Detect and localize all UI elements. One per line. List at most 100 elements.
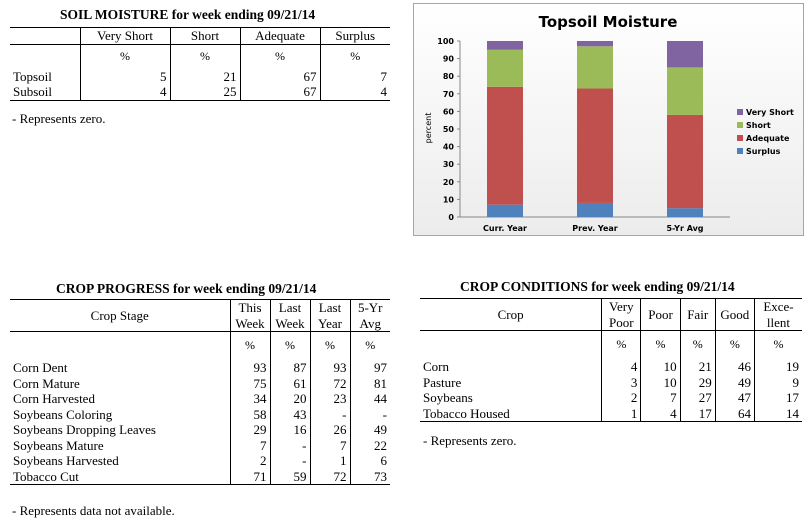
- y-tick-label: 20: [443, 178, 455, 187]
- y-tick-label: 0: [448, 213, 454, 222]
- col-header-this-week: This: [229, 299, 270, 316]
- legend-label: Surplus: [746, 147, 781, 156]
- value-cell: 29: [229, 422, 270, 438]
- crop-conditions-note: - Represents zero.: [423, 433, 517, 448]
- value-cell: 75: [229, 375, 270, 391]
- bar-very-short: [667, 41, 703, 68]
- value-cell: 97: [349, 360, 390, 376]
- value-cell: 23: [309, 391, 350, 407]
- value-cell: 6: [349, 453, 390, 469]
- y-tick-label: 10: [443, 195, 455, 204]
- bar-short: [577, 46, 613, 89]
- legend-label: Adequate: [746, 134, 790, 143]
- value-cell: 71: [229, 468, 270, 485]
- value-cell: 3: [601, 374, 641, 390]
- value-cell: 22: [349, 437, 390, 453]
- col-header-5yr-avg: 5-Yr: [349, 299, 390, 316]
- col-header-very-poor: Very: [601, 298, 641, 315]
- y-tick-label: 50: [443, 125, 455, 134]
- value-cell: 14: [753, 405, 802, 422]
- row-label: Tobacco Housed: [423, 405, 510, 421]
- bar-surplus: [577, 202, 613, 217]
- value-cell: 64: [714, 405, 755, 422]
- table-row: Soybeans 2 7 27 47 17: [420, 390, 802, 406]
- crop-progress-title: CROP PROGRESS for week ending 09/21/14: [56, 281, 317, 296]
- col-header-this-week-line2: Week: [229, 315, 270, 332]
- table-row: Pasture 3 10 29 49 9: [420, 374, 802, 390]
- topsoil-moisture-chart: Topsoil Moisture percent 0 10 20 30 40 50 60 70…: [413, 3, 804, 236]
- unit-cell: %: [753, 330, 802, 359]
- value-cell: 1: [601, 405, 641, 422]
- bar-adequate: [487, 86, 523, 205]
- table-row: Topsoil 5 21 67 7: [10, 68, 390, 84]
- value-cell: 29: [679, 374, 716, 390]
- y-tick-label: 80: [443, 72, 455, 81]
- row-label: Tobacco Cut: [13, 468, 79, 484]
- unit-cell: %: [601, 330, 641, 359]
- value-cell: 21: [679, 359, 716, 375]
- value-cell: 25: [169, 84, 240, 100]
- row-label: Subsoil: [13, 84, 53, 99]
- value-cell: 87: [269, 360, 310, 376]
- value-cell: 1: [309, 453, 350, 469]
- bar-short: [667, 67, 703, 115]
- row-label: Pasture: [423, 374, 462, 390]
- crop-conditions-table: Crop Very Poor Fair Good Exce- Poor llen…: [420, 298, 802, 422]
- col-header-fair: Fair: [679, 298, 716, 331]
- row-label: Corn Dent: [13, 360, 68, 375]
- y-tick-label: 40: [443, 143, 455, 152]
- value-cell: 7: [309, 437, 350, 453]
- legend-label: Short: [746, 121, 771, 130]
- row-label: Soybeans Harvested: [13, 453, 119, 468]
- crop-conditions-title: CROP CONDITIONS for week ending 09/21/14: [460, 279, 735, 294]
- legend: Very Short Short Adequate Surplus: [737, 108, 794, 156]
- value-cell: 4: [601, 359, 641, 375]
- legend-swatch: [737, 109, 743, 115]
- value-cell: -: [269, 453, 310, 469]
- y-tick-label: 100: [437, 37, 454, 46]
- chart-title: Topsoil Moisture: [539, 13, 678, 31]
- col-header-excellent: Exce-: [753, 298, 802, 315]
- col-header-adequate: Adequate: [239, 27, 320, 45]
- value-cell: 34: [229, 391, 270, 407]
- col-header-surplus: Surplus: [319, 27, 390, 45]
- value-cell: 17: [679, 405, 716, 422]
- value-cell: 26: [309, 422, 350, 438]
- col-header-very-poor-line2: Poor: [601, 314, 641, 331]
- value-cell: 67: [239, 68, 320, 84]
- unit-cell: %: [309, 331, 350, 360]
- legend-label: Very Short: [746, 108, 794, 117]
- unit-cell: %: [679, 330, 716, 359]
- y-axis-label: percent: [424, 113, 433, 144]
- y-tick-label: 90: [443, 55, 455, 64]
- col-header-very-short: Very Short: [79, 27, 170, 45]
- row-label: Corn Harvested: [13, 391, 95, 406]
- unit-cell: %: [319, 44, 390, 69]
- y-tick-label: 30: [443, 160, 455, 169]
- value-cell: 21: [169, 68, 240, 84]
- soil-moisture-title: SOIL MOISTURE for week ending 09/21/14: [60, 7, 316, 22]
- soil-moisture-note: - Represents zero.: [12, 111, 106, 126]
- value-cell: 9: [753, 374, 802, 390]
- value-cell: 19: [753, 359, 802, 375]
- value-cell: 27: [679, 390, 716, 406]
- crop-progress-note: - Represents data not available.: [12, 503, 175, 518]
- bar-short: [487, 49, 523, 87]
- table-row: Corn Dent 93 87 93 97: [10, 360, 390, 376]
- row-label: Soybeans Dropping Leaves: [13, 422, 156, 437]
- table-row: Corn 4 10 21 46 19: [420, 359, 802, 375]
- x-tick-label: Prev. Year: [572, 224, 618, 233]
- y-tick-label: 70: [443, 90, 455, 99]
- bar-adequate: [577, 88, 613, 203]
- bar-very-short: [487, 41, 523, 50]
- unit-cell: %: [714, 330, 755, 359]
- value-cell: 49: [349, 422, 390, 438]
- row-label: Soybeans Coloring: [13, 406, 113, 422]
- unit-cell: %: [239, 44, 320, 69]
- row-label: Topsoil: [13, 68, 52, 84]
- value-cell: 44: [349, 391, 390, 407]
- value-cell: -: [309, 406, 350, 422]
- legend-swatch: [737, 122, 743, 128]
- value-cell: 58: [229, 406, 270, 422]
- value-cell: 7: [319, 68, 390, 84]
